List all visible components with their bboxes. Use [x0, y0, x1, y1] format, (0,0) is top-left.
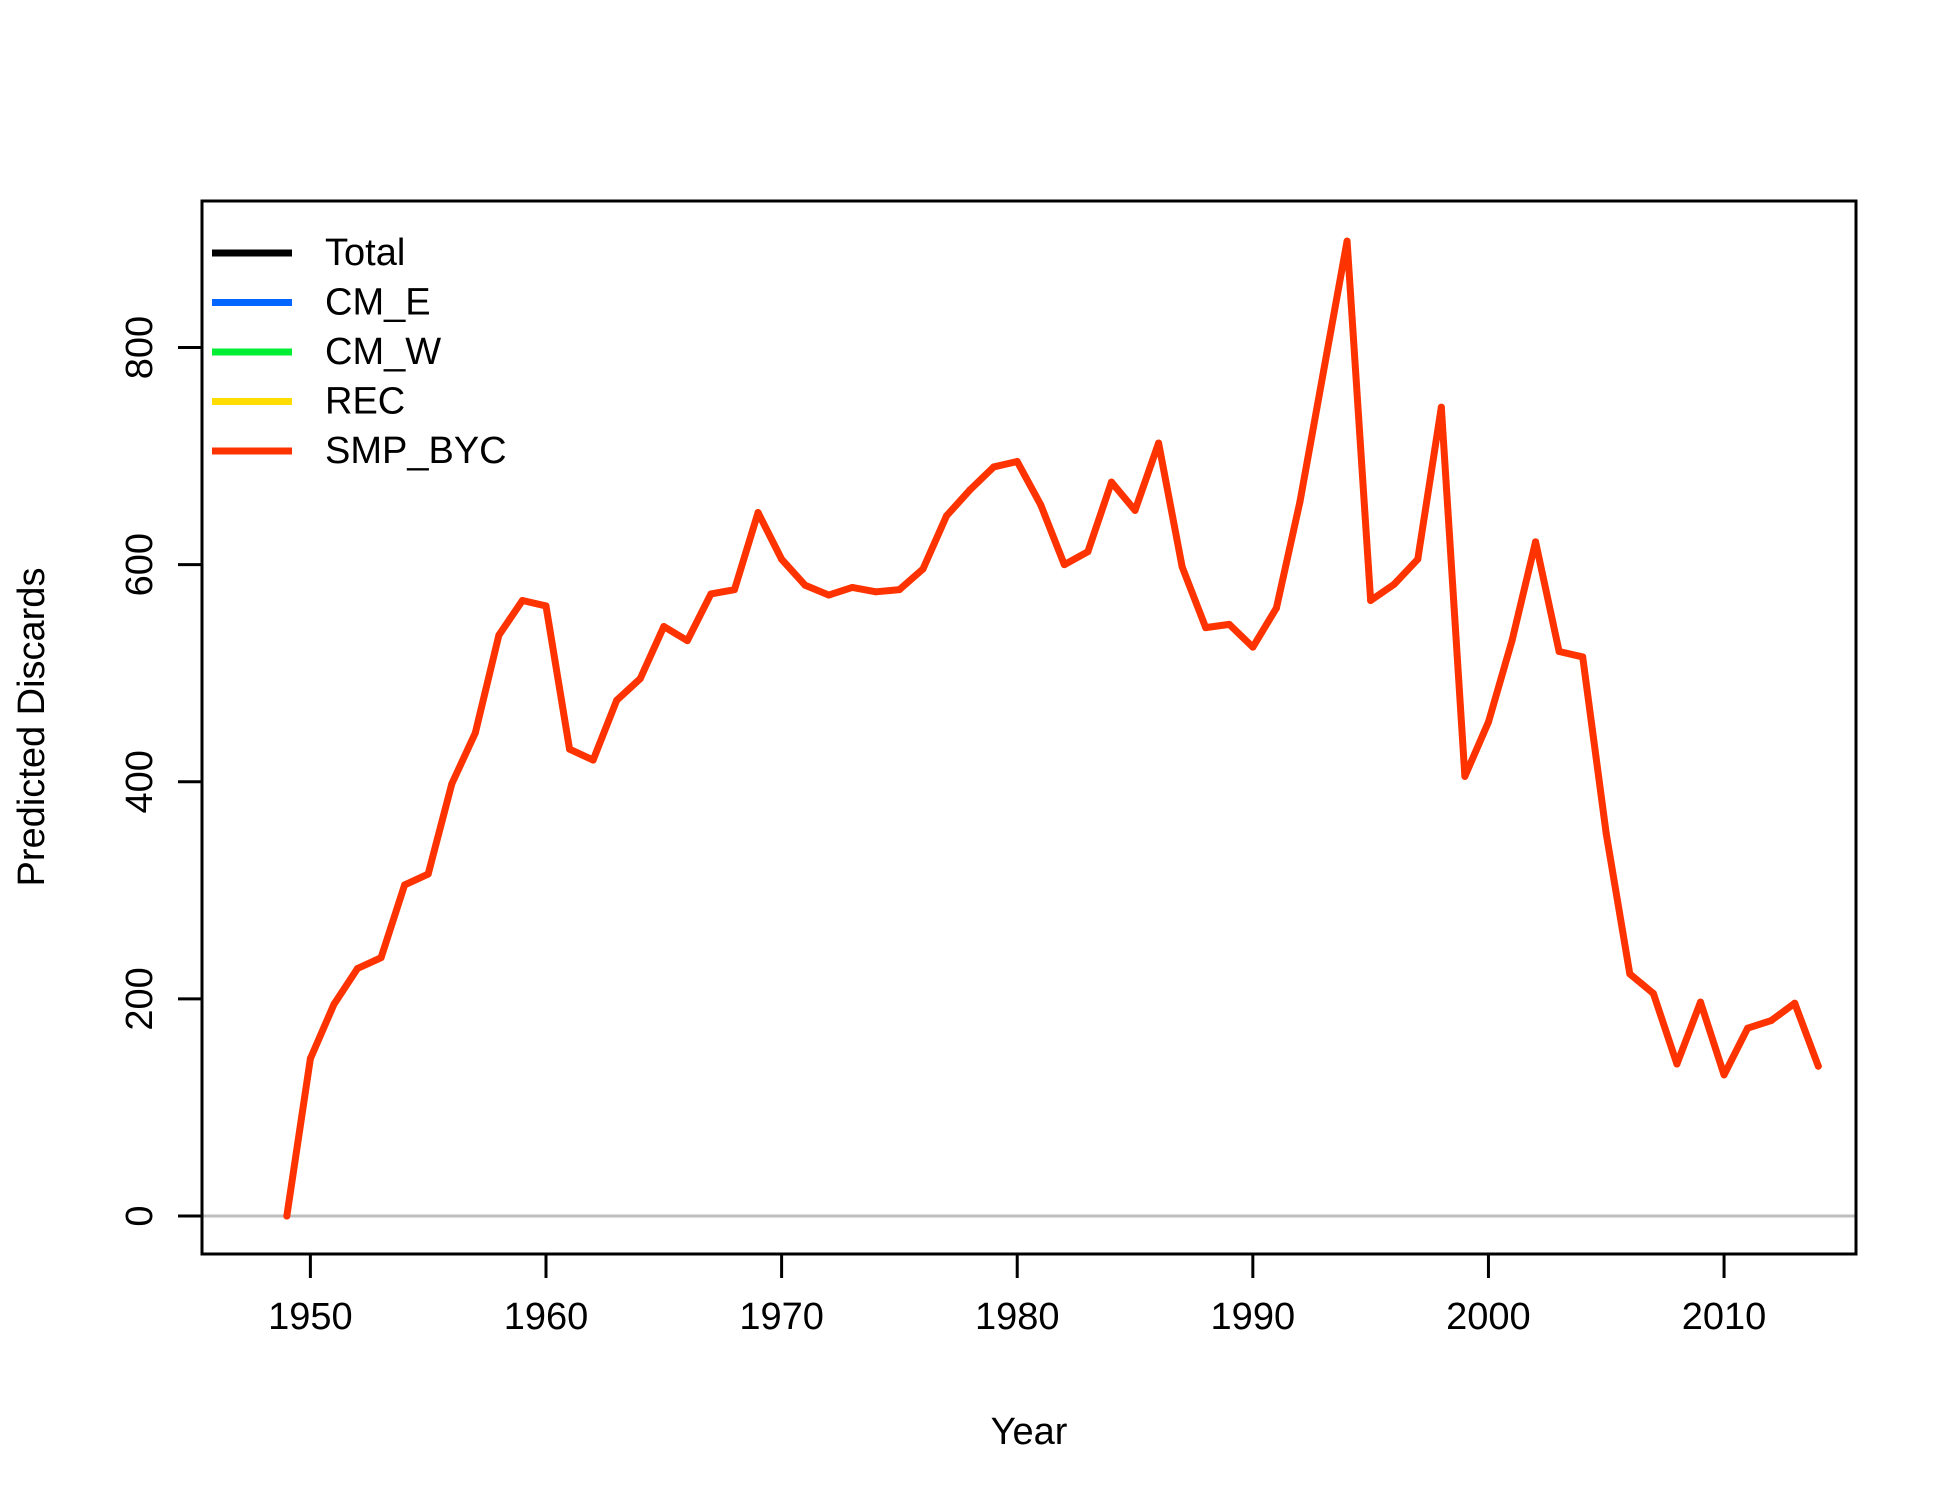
- y-tick-label: 200: [119, 967, 161, 1030]
- data-point: [1202, 624, 1210, 632]
- data-point: [660, 623, 668, 631]
- data-point: [1484, 718, 1492, 726]
- data-point: [1155, 439, 1163, 447]
- data-point: [1084, 548, 1092, 556]
- data-point: [1320, 367, 1328, 375]
- data-point: [1343, 237, 1351, 245]
- data-point: [825, 591, 833, 599]
- data-point: [1579, 653, 1587, 661]
- data-point: [613, 696, 621, 704]
- legend-label: CM_E: [325, 282, 431, 324]
- data-point: [943, 512, 951, 520]
- y-tick-label: 800: [119, 316, 161, 379]
- data-point: [1696, 998, 1704, 1006]
- x-tick-label: 1980: [975, 1296, 1060, 1338]
- data-point: [1461, 772, 1469, 780]
- data-point: [1178, 563, 1186, 571]
- data-point: [683, 637, 691, 645]
- data-point: [1414, 555, 1422, 563]
- legend-label: Total: [325, 232, 405, 274]
- data-point: [1626, 970, 1634, 978]
- data-point: [848, 583, 856, 591]
- data-point: [1390, 580, 1398, 588]
- data-point: [1107, 478, 1115, 486]
- legend-label: REC: [325, 381, 405, 423]
- data-point: [919, 565, 927, 573]
- data-point: [518, 596, 526, 604]
- x-tick-label: 2010: [1682, 1296, 1767, 1338]
- data-point: [1367, 596, 1375, 604]
- data-point: [1249, 643, 1257, 651]
- data-point: [1060, 561, 1068, 569]
- x-axis: 1950 1960 1970 1980 1990 2000 2010: [268, 1252, 1767, 1338]
- data-point: [1767, 1017, 1775, 1025]
- data-point: [1602, 830, 1610, 838]
- data-point: [1508, 637, 1516, 645]
- data-point: [306, 1055, 314, 1063]
- y-axis: 0 200 400 600 800: [119, 316, 204, 1227]
- data-point: [966, 486, 974, 494]
- data-point: [283, 1212, 291, 1220]
- data-point: [1037, 501, 1045, 509]
- y-tick-label: 600: [119, 533, 161, 596]
- data-point: [1131, 506, 1139, 514]
- data-point: [495, 631, 503, 639]
- data-point: [730, 586, 738, 594]
- data-point: [990, 463, 998, 471]
- data-point: [1814, 1062, 1822, 1070]
- data-point: [401, 881, 409, 889]
- data-point: [1437, 403, 1445, 411]
- x-tick-label: 2000: [1446, 1296, 1531, 1338]
- data-point: [589, 756, 597, 764]
- x-tick-label: 1970: [739, 1296, 824, 1338]
- x-axis-title: Year: [991, 1411, 1068, 1453]
- data-point: [1673, 1060, 1681, 1068]
- data-point: [895, 586, 903, 594]
- data-point: [1649, 989, 1657, 997]
- series-layer: [283, 237, 1822, 1220]
- data-point: [471, 729, 479, 737]
- data-point: [377, 954, 385, 962]
- legend-label: SMP_BYC: [325, 430, 507, 472]
- data-point: [566, 745, 574, 753]
- data-point: [636, 675, 644, 683]
- data-point: [778, 555, 786, 563]
- data-point: [872, 588, 880, 596]
- data-point: [1225, 620, 1233, 628]
- data-point: [330, 1000, 338, 1008]
- data-point: [801, 581, 809, 589]
- data-point: [1720, 1071, 1728, 1079]
- x-tick-label: 1950: [268, 1296, 353, 1338]
- x-tick-label: 1960: [504, 1296, 589, 1338]
- data-point: [1296, 498, 1304, 506]
- data-point: [448, 780, 456, 788]
- data-point: [1272, 604, 1280, 612]
- series-line-smp_byc: [283, 237, 1822, 1220]
- data-point: [1532, 538, 1540, 546]
- data-point: [1791, 999, 1799, 1007]
- data-point: [354, 964, 362, 972]
- data-point: [707, 590, 715, 598]
- data-point: [542, 602, 550, 610]
- data-point: [1555, 648, 1563, 656]
- plot-frame: [200, 199, 1858, 1256]
- x-tick-label: 1990: [1211, 1296, 1296, 1338]
- y-tick-label: 0: [119, 1205, 161, 1226]
- data-point: [754, 509, 762, 517]
- data-point: [1744, 1024, 1752, 1032]
- y-tick-label: 400: [119, 750, 161, 813]
- y-axis-title: Predicted Discards: [11, 568, 53, 887]
- data-point: [1013, 458, 1021, 466]
- legend-label: CM_W: [325, 331, 441, 373]
- data-point: [424, 870, 432, 878]
- legend: Total CM_E CM_W REC SMP_BYC: [212, 232, 507, 472]
